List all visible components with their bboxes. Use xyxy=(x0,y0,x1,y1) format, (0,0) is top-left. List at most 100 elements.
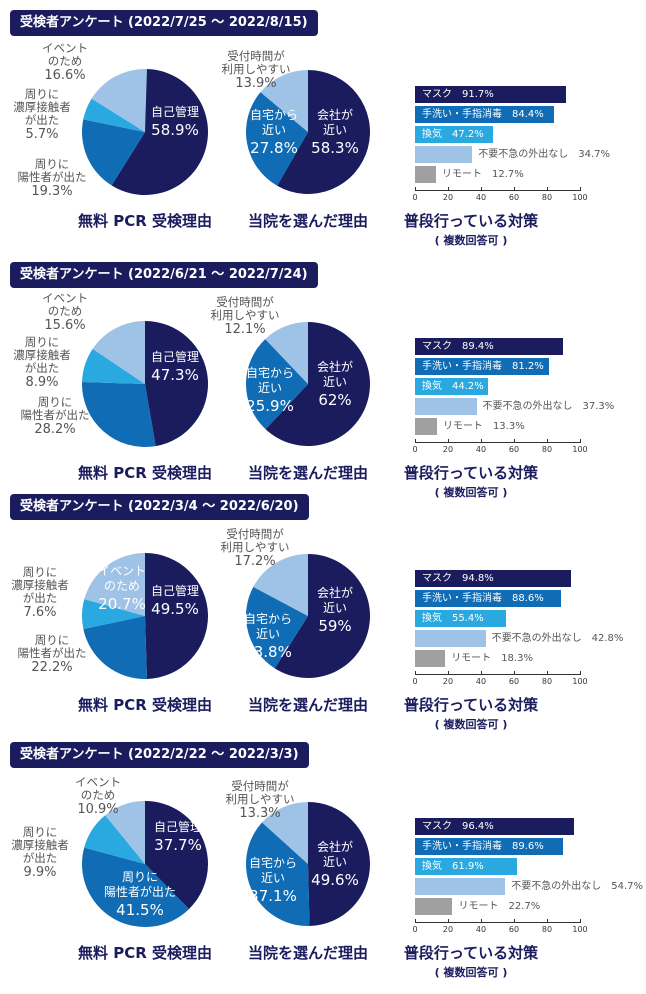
pie-label-value: 16.6% xyxy=(44,68,86,83)
pie-label-text: 自宅から 近い xyxy=(243,612,293,641)
bar-value: 54.7% xyxy=(611,881,644,892)
pie-label-text: 周りに 陽性者が出た xyxy=(17,157,87,184)
bar-label: 不要不急の外出なし 34.7% xyxy=(478,146,610,163)
bar-label: 不要不急の外出なし 42.8% xyxy=(492,630,624,647)
pie-label: 周りに 陽性者が出た 41.5% xyxy=(104,870,176,920)
axis-tick-label: 20 xyxy=(442,677,454,686)
axis-tick-label: 60 xyxy=(508,445,520,454)
bar xyxy=(415,338,563,355)
axis-tick xyxy=(481,919,482,923)
axis-tick xyxy=(481,439,482,443)
bar-label: 換気 61.9% xyxy=(422,858,484,875)
bar-value: 42.8% xyxy=(591,633,624,644)
pie-label: 自己管理 47.3% xyxy=(151,350,199,385)
clinic-pie-title: 当院を選んだ理由 xyxy=(247,944,369,962)
bar xyxy=(415,106,555,123)
pie-label: 周りに 陽性者が出た 22.2% xyxy=(18,634,87,676)
bar-value: 61.9% xyxy=(452,861,484,872)
bar-category: 換気 xyxy=(422,129,442,140)
bar-value: 89.4% xyxy=(462,341,494,352)
bar-category: 換気 xyxy=(422,381,442,392)
axis-tick xyxy=(580,671,581,675)
bar xyxy=(415,86,567,103)
clinic-pie-title: 当院を選んだ理由 xyxy=(247,464,369,482)
axis-tick xyxy=(448,919,449,923)
bar xyxy=(415,146,473,163)
pie-label-text: 自宅から 近い xyxy=(245,366,295,395)
pie-label: 自宅から 近い 25.9% xyxy=(246,366,294,416)
section-header: 受検者アンケート (2022/7/25 〜 2022/8/15) xyxy=(10,10,318,36)
pie-label: 受付時間が 利用しやすい 17.2% xyxy=(221,528,290,570)
bar-category: 不要不急の外出なし xyxy=(482,401,573,412)
bar-category: 手洗い・手指消毒 xyxy=(422,109,502,120)
pie-label-text: イベント のため xyxy=(42,41,88,68)
bar-value: 55.4% xyxy=(452,613,484,624)
section-header: 受検者アンケート (2022/3/4 〜 2022/6/20) xyxy=(10,494,309,520)
pie-charts xyxy=(81,801,370,927)
axis-tick-label: 100 xyxy=(572,445,588,454)
bar-label: マスク 94.8% xyxy=(422,570,494,587)
bar-value: 91.7% xyxy=(462,89,494,100)
pie-label-value: 49.5% xyxy=(151,600,199,618)
bar-label: マスク 91.7% xyxy=(422,86,494,103)
pie-label-text: 周りに 濃厚接触者 が出た xyxy=(11,825,69,865)
bar-label: 手洗い・手指消毒 88.6% xyxy=(422,590,544,607)
bar xyxy=(415,858,518,875)
bar-value: 88.6% xyxy=(512,593,544,604)
reason-pie-slice xyxy=(82,348,145,384)
axis-tick xyxy=(415,671,416,675)
pie-label: イベント のため 15.6% xyxy=(42,292,88,334)
pie-label-text: 周りに 濃厚接触者 が出た xyxy=(13,87,71,127)
clinic-pie-slice xyxy=(308,802,370,926)
pie-label-text: 自己管理 xyxy=(150,584,200,598)
axis-tick xyxy=(580,919,581,923)
pie-label-text: 周りに 陽性者が出た xyxy=(20,395,90,422)
measures-subtitle: ( 複数回答可 ) xyxy=(434,486,508,499)
pie-label-value: 59% xyxy=(318,617,352,635)
clinic-pie-slice xyxy=(274,554,371,678)
bar xyxy=(415,166,436,183)
survey-section: 受検者アンケート (2022/3/4 〜 2022/6/20) 自己管理 49.5%… xyxy=(0,494,646,739)
pie-label-text: 会社が 近い xyxy=(316,840,353,869)
bar-category: 不要不急の外出なし xyxy=(511,881,602,892)
reason-pie-slice xyxy=(111,69,208,195)
bar-value: 37.3% xyxy=(582,401,615,412)
axis-tick xyxy=(514,187,515,191)
pie-label-value: 37.7% xyxy=(154,836,202,854)
bar-label: マスク 96.4% xyxy=(422,818,494,835)
bar xyxy=(415,610,507,627)
clinic-pie-slice xyxy=(262,802,308,864)
bar xyxy=(415,126,493,143)
survey-section: 受検者アンケート (2022/6/21 〜 2022/7/24) 自己管理 47.3… xyxy=(0,262,646,507)
axis-tick-label: 100 xyxy=(572,193,588,202)
pie-label-text: 自宅から 近い xyxy=(248,856,298,885)
pie-label: 自己管理 37.7% xyxy=(154,820,202,855)
pie-label: 自宅から 近い 37.1% xyxy=(249,856,297,906)
bar-value: 22.7% xyxy=(508,901,541,912)
reason-pie-slice xyxy=(91,69,147,132)
pie-label-value: 13.9% xyxy=(235,76,277,91)
bar-category: リモート xyxy=(442,421,483,432)
bar-label: リモート 12.7% xyxy=(442,166,524,183)
bar-category: 換気 xyxy=(422,613,442,624)
pie-label-value: 17.2% xyxy=(234,554,276,569)
axis-tick-label: 100 xyxy=(572,677,588,686)
axis-tick xyxy=(448,671,449,675)
pie-label: 自宅から 近い 27.8% xyxy=(250,108,298,158)
bar-category: マスク xyxy=(422,821,452,832)
pie-label-text: 会社が 近い xyxy=(316,586,354,615)
pie-label-text: 受付時間が 利用しやすい xyxy=(221,49,291,76)
bar-label: 換気 44.2% xyxy=(422,378,484,395)
pie-label-value: 5.7% xyxy=(25,127,59,142)
axis-tick-label: 0 xyxy=(412,677,418,686)
bar xyxy=(415,570,572,587)
clinic-pie-slice xyxy=(246,586,308,669)
pie-label-text: 周りに 濃厚接触者 が出た xyxy=(11,565,69,605)
pie-label-text: 会社が 近い xyxy=(316,108,353,137)
pie-label-text: 自宅から 近い xyxy=(249,108,299,137)
pie-label-value: 23.8% xyxy=(244,643,292,661)
axis-tick xyxy=(547,919,548,923)
pie-label-value: 8.9% xyxy=(25,375,59,390)
reason-pie-title: 無料 PCR 受検理由 xyxy=(78,212,212,230)
